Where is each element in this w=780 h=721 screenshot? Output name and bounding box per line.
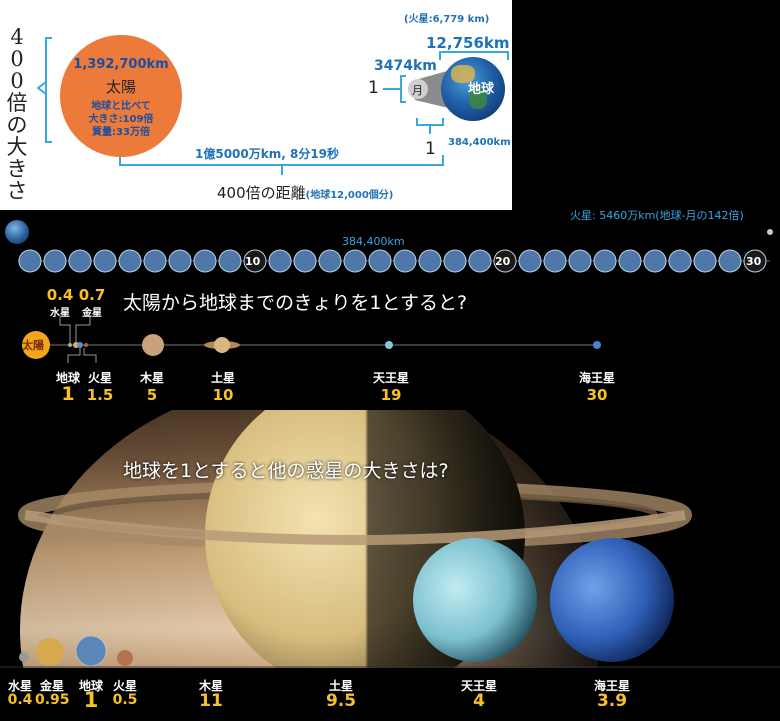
strip-earth-1 (18, 249, 42, 273)
neptune-distance-value: 30 (586, 386, 608, 404)
size-section-title: 地球を1とすると他の惑星の大きさは? (123, 460, 449, 482)
orbit-line-diagram (22, 317, 601, 363)
earth-distance-value: 1 (61, 383, 75, 405)
sun-name-label: 太陽 (105, 78, 136, 96)
distance-ratio-text: 400倍の距離 (217, 184, 306, 202)
top-right-background (512, 0, 780, 210)
uranus-size-value: 4 (473, 691, 485, 711)
strip-mark-10: 10 (245, 255, 261, 268)
strip-earth-5 (118, 249, 142, 273)
strip-earth-17 (418, 249, 442, 273)
venus-distance-value: 0.7 (78, 286, 106, 304)
jupiter-size-name: 木星 (198, 679, 223, 693)
neptune-size-name: 海王星 (593, 679, 630, 693)
mars-size-name: 火星 (112, 679, 137, 693)
strip-earth-6 (143, 249, 167, 273)
saturn-distance-name: 土星 (210, 371, 235, 385)
earth-size-value: 1 (83, 688, 99, 712)
strip-earth-21 (518, 249, 542, 273)
mars-dot-icon (767, 229, 773, 235)
distance-section-title: 太陽から地球までのきょりを1とすると? (123, 292, 468, 314)
sun-distance-label: 1億5000万km, 8分19秒 (195, 147, 340, 161)
strip-earth-23 (568, 249, 592, 273)
saturn-size-name: 土星 (328, 679, 353, 693)
venus-size-value: 0.95 (35, 692, 70, 708)
uranus-distance-name: 天王星 (372, 371, 409, 385)
mercury-distance-name: 水星 (50, 308, 70, 319)
mercury-size-value: 0.4 (7, 692, 33, 708)
mars-distance-note: 火星: 5460万km(地球-月の142倍) (570, 209, 744, 222)
strip-earth-15 (368, 249, 392, 273)
mars-size-value: 0.5 (112, 692, 138, 708)
moon-ratio-label: 1 (368, 78, 379, 98)
strip-earth-11 (268, 249, 292, 273)
venus-distance-name: 金星 (82, 308, 102, 319)
size-label-bar (0, 668, 780, 721)
strip-earth-19 (468, 249, 492, 273)
sun-small-label: 太陽 (22, 339, 44, 352)
strip-earth-22 (543, 249, 567, 273)
strip-earth-28 (693, 249, 717, 273)
strip-earth-27 (668, 249, 692, 273)
jupiter-distance-name: 木星 (139, 371, 164, 385)
earth-distance-name: 地球 (55, 371, 80, 385)
earth-icon (441, 57, 505, 121)
moon-distance-ratio: 1 (425, 139, 436, 159)
strip-mark-30: 30 (746, 255, 762, 268)
strip-earth-4 (93, 249, 117, 273)
strip-earth-10 (243, 249, 267, 273)
venus-size-name: 金星 (39, 679, 64, 693)
strip-earth-25 (618, 249, 642, 273)
saturn-size-value: 9.5 (325, 691, 357, 711)
moon-icon (408, 79, 428, 99)
jupiter-size-value: 11 (199, 691, 223, 711)
uranus-size-name: 天王星 (460, 679, 497, 693)
mercury-distance-value: 0.4 (46, 286, 74, 304)
strip-earth-2 (43, 249, 67, 273)
size-ratio-vertical-label: 400倍の大きさ (6, 25, 28, 203)
strip-moon-distance-label: 384,400km (342, 235, 405, 248)
strip-earth-9 (218, 249, 242, 273)
neptune-size-value: 3.9 (596, 691, 628, 711)
uranus-distance-value: 19 (380, 386, 402, 404)
earth-diameter-label: 12,756km (426, 34, 510, 52)
mars-distance-value: 1.5 (86, 386, 114, 404)
jupiter-distance-value: 5 (146, 386, 158, 404)
planet-size-illustration (0, 410, 780, 670)
moon-distance-label: 384,400km (448, 137, 511, 148)
strip-earth-3 (68, 249, 92, 273)
distance-ratio-note: (地球12,000個分) (305, 190, 394, 201)
sun-large-circle (60, 35, 182, 157)
distance-ratio-label: 400倍の距離(地球12,000個分) (217, 182, 393, 203)
sun-note-size: 大きさ:109倍 (88, 114, 154, 125)
mars-distance-name: 火星 (87, 371, 112, 385)
saturn-distance-value: 10 (212, 386, 234, 404)
strip-earth-8 (193, 249, 217, 273)
earth-strip (18, 249, 770, 273)
strip-earth-30 (743, 249, 767, 273)
strip-earth-13 (318, 249, 342, 273)
earth-name-label: 地球 (468, 82, 495, 97)
moon-name-label: 月 (412, 84, 423, 97)
strip-earth-26 (643, 249, 667, 273)
strip-earth-16 (393, 249, 417, 273)
neptune-distance-name: 海王星 (578, 371, 615, 385)
strip-earth-20 (493, 249, 517, 273)
sun-diameter-label: 1,392,700km (73, 57, 169, 72)
sun-note-mass: 質量:33万倍 (92, 127, 150, 138)
strip-earth-12 (293, 249, 317, 273)
strip-earth-14 (343, 249, 367, 273)
strip-earth-24 (593, 249, 617, 273)
moon-diameter-label: 3474km (374, 58, 437, 74)
mars-diameter-note: (火星:6,779 km) (404, 14, 490, 25)
strip-earth-18 (443, 249, 467, 273)
strip-earth-7 (168, 249, 192, 273)
earth-size-name: 地球 (78, 679, 103, 693)
strip-mark-20: 20 (495, 255, 511, 268)
earth-icon-single (5, 220, 29, 244)
strip-earth-29 (718, 249, 742, 273)
sun-note-compare: 地球と比べて (91, 101, 151, 112)
mercury-size-name: 水星 (7, 679, 32, 693)
